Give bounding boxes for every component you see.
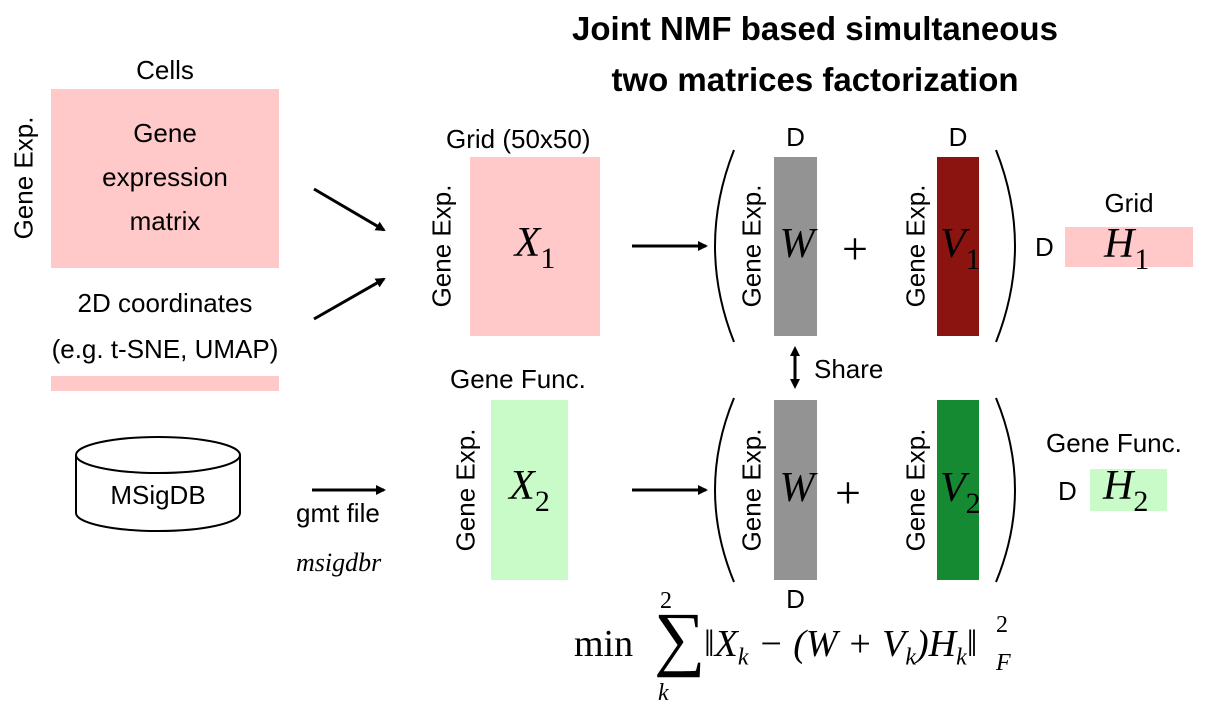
w-matrix-row1	[774, 157, 817, 336]
gene-func-label: Gene Func.	[450, 364, 586, 394]
coords-line-2: (e.g. t-SNE, UMAP)	[51, 334, 279, 364]
right-paren-row1	[995, 149, 1016, 343]
formula-upper: 2	[660, 588, 672, 614]
x2-matrix: X2	[491, 400, 568, 580]
h1-symbol: H1	[1104, 221, 1150, 276]
x1-matrix: X1	[470, 157, 600, 336]
gmt-file-label: gmt file	[296, 498, 380, 528]
msigdbr-label: msigdbr	[296, 548, 382, 577]
left-paren-row1	[714, 149, 735, 343]
expr-line-3: matrix	[129, 206, 201, 236]
w1-d-label: D	[786, 122, 805, 152]
w2-symbol: W	[779, 465, 815, 511]
v2-gene-exp-label: Gene Exp.	[900, 428, 931, 552]
w2-d-label: D	[786, 584, 805, 614]
right-paren-row2	[995, 397, 1016, 583]
coordinates-matrix	[51, 376, 279, 391]
v2-matrix	[937, 400, 979, 580]
cells-label: Cells	[136, 55, 194, 85]
formula-min: min	[574, 623, 634, 665]
left-paren-row2	[714, 397, 735, 583]
v1-gene-exp-label: Gene Exp.	[900, 184, 931, 308]
h2-d-label: D	[1058, 476, 1077, 506]
plus-row1: +	[842, 223, 868, 274]
w-matrix-row2	[774, 400, 817, 580]
expr-line-2: expression	[102, 162, 228, 192]
h2-symbol: H2	[1103, 463, 1149, 518]
database-cylinder-icon	[75, 436, 241, 532]
gene-expression-matrix: Gene expression matrix	[51, 89, 279, 268]
x1-gene-exp-label: Gene Exp.	[426, 184, 457, 308]
formula-subF: F	[996, 650, 1011, 676]
v2-symbol: V2	[940, 465, 981, 520]
plus-row2: +	[835, 467, 861, 518]
title-line-1: Joint NMF based simultaneous	[572, 10, 1058, 47]
w1-gene-exp-label: Gene Exp.	[736, 184, 767, 308]
v1-symbol: V1	[940, 221, 981, 276]
msigdb-label: MSigDB	[110, 480, 206, 510]
share-label: Share	[814, 354, 884, 384]
objective-formula: min ∑ 2 k ‖Xk − (W + Vk)Hk‖ 2 F	[572, 588, 1032, 708]
h1-grid-label: Grid	[1104, 188, 1154, 218]
title-line-2: two matrices factorization	[611, 61, 1019, 98]
expr-line-1: Gene	[133, 118, 197, 148]
formula-sum-icon: ∑	[654, 598, 706, 678]
w1-symbol: W	[779, 221, 815, 267]
x2-gene-exp-label: Gene Exp.	[450, 428, 481, 552]
h2-matrix	[1090, 469, 1167, 511]
formula-sup: 2	[996, 612, 1008, 638]
v1-d-label: D	[948, 122, 968, 152]
h1-matrix	[1065, 227, 1193, 267]
x1-symbol: X1	[514, 220, 556, 275]
v1-matrix	[937, 157, 979, 336]
formula-body: ‖Xk − (W + Vk)Hk‖	[704, 623, 978, 671]
arrow-coords-to-x1	[313, 277, 386, 321]
h1-d-label: D	[1035, 232, 1054, 262]
w2-gene-exp-label: Gene Exp.	[736, 428, 767, 552]
formula-lower: k	[658, 680, 669, 706]
coords-line-1: 2D coordinates	[77, 288, 253, 318]
x2-symbol: X2	[509, 463, 550, 518]
arrow-expr-to-x1	[313, 187, 386, 232]
h2-gene-func-label: Gene Func.	[1046, 428, 1182, 458]
grid-label: Grid (50x50)	[446, 124, 591, 154]
